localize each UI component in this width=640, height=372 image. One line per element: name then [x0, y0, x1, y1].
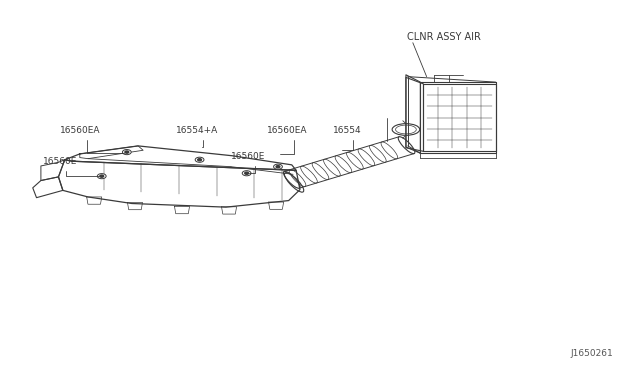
Circle shape	[122, 150, 131, 155]
Circle shape	[273, 164, 282, 169]
Text: 16560E: 16560E	[43, 157, 77, 166]
Text: 16560E: 16560E	[231, 152, 266, 161]
Circle shape	[195, 157, 204, 162]
Text: 16554+A: 16554+A	[176, 126, 218, 135]
Text: J1650261: J1650261	[571, 349, 614, 358]
Circle shape	[198, 158, 202, 161]
Circle shape	[244, 172, 248, 174]
Text: 16560EA: 16560EA	[267, 126, 307, 135]
Circle shape	[276, 166, 280, 168]
Text: 16560EA: 16560EA	[60, 126, 100, 135]
Text: CLNR ASSY AIR: CLNR ASSY AIR	[406, 32, 481, 42]
Circle shape	[242, 171, 251, 176]
Circle shape	[97, 174, 106, 179]
Text: 16554: 16554	[333, 126, 361, 135]
Circle shape	[125, 151, 129, 153]
Circle shape	[100, 175, 104, 177]
